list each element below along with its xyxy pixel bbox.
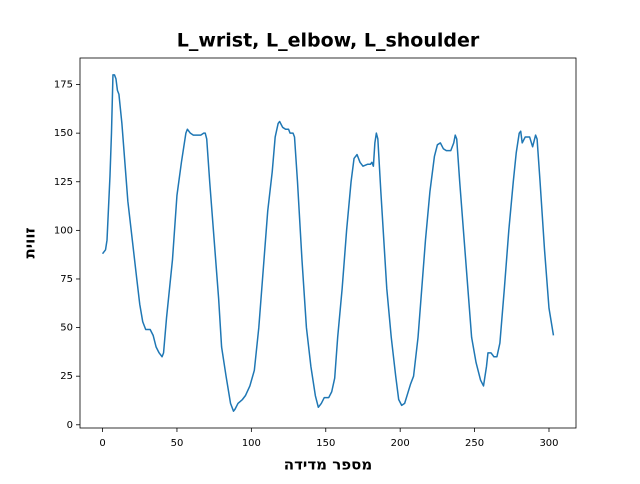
x-tick-label: 250 — [465, 438, 484, 449]
y-tick-label: 175 — [54, 80, 73, 91]
y-tick-label: 125 — [54, 177, 73, 188]
plot-frame — [79, 57, 577, 429]
y-tick-label: 150 — [54, 128, 73, 139]
x-tick-label: 0 — [99, 438, 105, 449]
x-tick-label: 100 — [242, 438, 261, 449]
x-tick-label: 50 — [171, 438, 184, 449]
x-tick-label: 200 — [391, 438, 410, 449]
x-tick-label: 150 — [316, 438, 335, 449]
y-tick-label: 75 — [60, 274, 73, 285]
data-line — [101, 74, 555, 412]
chart-title: L_wrist, L_elbow, L_shoulder — [177, 30, 480, 52]
y-tick-label: 25 — [60, 371, 73, 382]
y-axis-label: זווית — [21, 228, 39, 259]
x-tick-label: 300 — [539, 438, 558, 449]
y-tick-label: 100 — [54, 225, 73, 236]
y-tick-label: 50 — [60, 323, 73, 334]
x-axis-label: מספר מדידה — [284, 456, 372, 474]
y-tick-label: 0 — [67, 420, 73, 431]
